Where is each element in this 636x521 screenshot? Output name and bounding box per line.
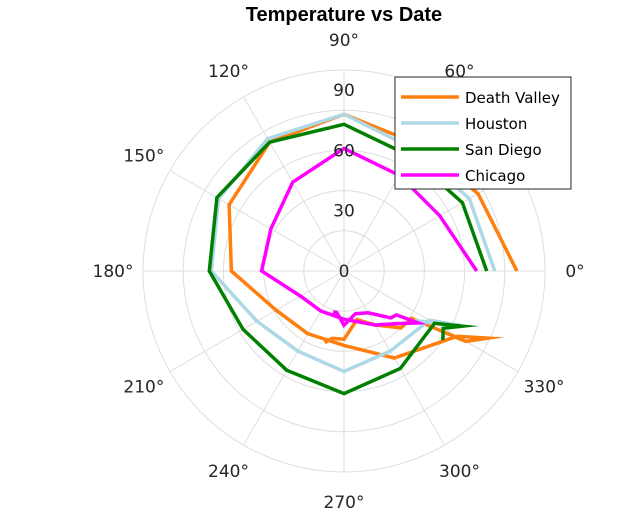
series-line-3 xyxy=(207,122,489,396)
theta-tick-label: 300° xyxy=(439,462,480,482)
r-tick-label: 0 xyxy=(339,262,350,282)
theta-tick-label: 90° xyxy=(329,31,359,51)
theta-tick-label: 150° xyxy=(123,147,164,167)
chart-title: Temperature vs Date xyxy=(246,4,442,26)
theta-tick-label: 330° xyxy=(524,378,565,398)
grid-spoke xyxy=(243,270,345,446)
radial-tick-labels: 0 30 60 90 xyxy=(333,81,355,282)
theta-tick-label: 240° xyxy=(208,462,249,482)
theta-tick-label: 270° xyxy=(324,493,365,513)
r-tick-label: 30 xyxy=(333,202,355,222)
legend-label: San Diego xyxy=(465,141,542,159)
r-tick-label: 90 xyxy=(333,81,355,101)
legend-label: Death Valley xyxy=(465,89,560,107)
theta-tick-label: 120° xyxy=(208,62,249,82)
grid-spoke xyxy=(169,170,345,272)
legend-label: Houston xyxy=(465,115,527,133)
r-tick-label: 60 xyxy=(333,141,355,161)
theta-tick-label: 0° xyxy=(565,262,584,282)
legend-label: Chicago xyxy=(465,167,525,185)
legend: Death Valley Houston San Diego Chicago xyxy=(394,76,572,190)
theta-tick-label: 210° xyxy=(123,378,164,398)
series-line-4 xyxy=(259,146,479,329)
theta-tick-label: 180° xyxy=(93,262,134,282)
